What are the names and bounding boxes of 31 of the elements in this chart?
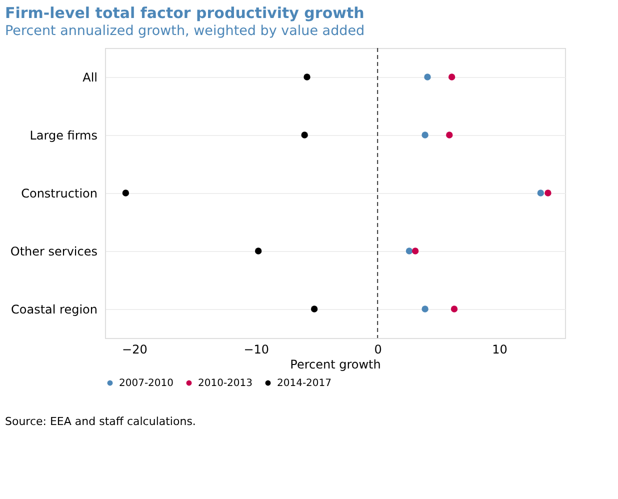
legend-label: 2014-2017 bbox=[277, 378, 332, 389]
point bbox=[254, 248, 262, 254]
chart-title: Firm-level total factor productivity growth bbox=[5, 4, 364, 22]
point bbox=[301, 132, 308, 138]
y-tick-label: Construction bbox=[21, 186, 98, 200]
point bbox=[448, 74, 456, 80]
point bbox=[424, 74, 431, 80]
legend-label: 2007-2010 bbox=[119, 378, 174, 389]
point bbox=[544, 190, 552, 196]
y-tick-label: All bbox=[82, 70, 98, 84]
point bbox=[406, 248, 413, 254]
point bbox=[446, 132, 453, 138]
x-axis-title: Percent growth bbox=[290, 358, 381, 372]
point bbox=[310, 306, 318, 312]
point bbox=[422, 306, 428, 312]
x-tick-label: −10 bbox=[244, 342, 270, 356]
point bbox=[450, 306, 458, 312]
y-tick-label: Large firms bbox=[30, 128, 98, 142]
point bbox=[537, 190, 544, 196]
y-tick-label: Coastal region bbox=[11, 302, 98, 316]
point bbox=[122, 190, 130, 196]
x-tick-label: −20 bbox=[122, 342, 148, 356]
legend-label: 2010-2013 bbox=[198, 378, 253, 389]
x-tick-label: 10 bbox=[492, 342, 508, 356]
chart-subtitle: Percent annualized growth, weighted by value added bbox=[5, 23, 365, 39]
point bbox=[412, 248, 419, 254]
point bbox=[304, 74, 310, 80]
y-tick-label: Other services bbox=[10, 244, 98, 258]
x-tick-label: 0 bbox=[374, 342, 382, 356]
point bbox=[422, 132, 428, 138]
source-note: Source: EEA and staff calculations. bbox=[5, 415, 196, 428]
